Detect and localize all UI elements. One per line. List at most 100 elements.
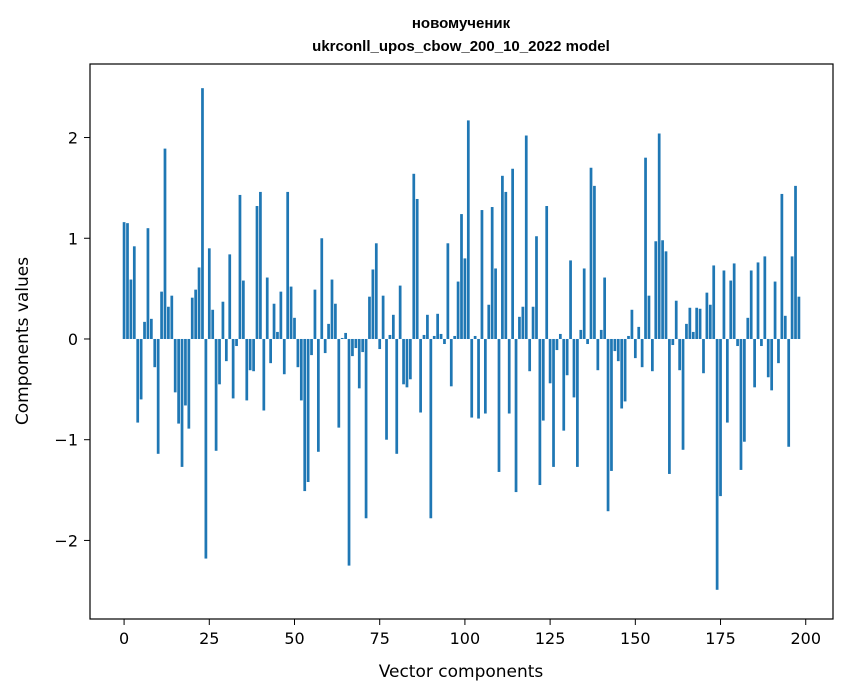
- bar-128: [558, 333, 562, 339]
- bar-141: [603, 277, 607, 339]
- bar-191: [773, 281, 777, 339]
- bar-29: [221, 301, 225, 339]
- bar-104: [477, 338, 480, 419]
- bar-37: [248, 338, 252, 371]
- chart-title-line2: ukrconll_upos_cbow_200_10_2022 model: [312, 38, 610, 55]
- bar-46: [279, 291, 283, 339]
- bar-95: [446, 243, 450, 339]
- bar-77: [385, 338, 388, 440]
- bar-176: [722, 270, 726, 339]
- bar-67: [351, 338, 354, 357]
- bar-137: [589, 167, 593, 339]
- bar-127: [555, 338, 559, 351]
- bar-53: [303, 338, 307, 492]
- x-tick-label: 25: [199, 629, 219, 648]
- bar-54: [306, 338, 310, 483]
- bar-139: [596, 338, 600, 371]
- x-tick-label: 150: [620, 629, 651, 648]
- bar-169: [698, 308, 702, 339]
- bar-41: [262, 338, 266, 411]
- bar-153: [644, 157, 647, 339]
- bar-49: [289, 286, 293, 339]
- bar-68: [354, 338, 358, 349]
- bar-178: [729, 280, 733, 339]
- chart-title-line1: новомученик: [412, 15, 511, 32]
- bar-146: [620, 338, 624, 409]
- bar-106: [483, 338, 487, 414]
- bar-161: [671, 338, 675, 346]
- bar-118: [524, 135, 528, 339]
- bar-168: [695, 307, 699, 339]
- bar-179: [732, 263, 736, 339]
- bar-96: [449, 338, 453, 387]
- bar-51: [296, 338, 300, 368]
- bar-115: [514, 338, 518, 493]
- bar-149: [630, 309, 634, 339]
- bar-195: [787, 338, 791, 447]
- bar-74: [374, 243, 378, 339]
- bar-84: [409, 338, 412, 380]
- bar-80: [395, 338, 399, 454]
- x-tick-label: 50: [284, 629, 304, 648]
- bar-16: [177, 338, 180, 424]
- bar-103: [473, 335, 477, 339]
- bar-56: [313, 289, 317, 339]
- bar-3: [132, 246, 136, 339]
- bar-122: [538, 338, 542, 486]
- bar-190: [770, 338, 774, 391]
- bar-22: [197, 267, 201, 339]
- bar-99: [460, 214, 463, 339]
- bar-132: [572, 338, 576, 398]
- bar-133: [576, 338, 579, 467]
- bar-110: [497, 338, 501, 472]
- bar-62: [334, 303, 337, 339]
- bar-185: [753, 338, 756, 388]
- bar-125: [548, 338, 552, 384]
- bar-39: [255, 206, 259, 339]
- bar-197: [794, 185, 797, 339]
- bar-187: [760, 338, 763, 347]
- bar-17: [180, 338, 184, 467]
- bar-172: [708, 304, 712, 339]
- bar-33: [235, 338, 238, 347]
- bars-group: [122, 88, 801, 590]
- bar-163: [678, 338, 681, 371]
- bar-174: [715, 338, 719, 590]
- bar-9: [153, 338, 157, 368]
- bar-117: [521, 306, 525, 339]
- bar-120: [531, 306, 535, 339]
- bar-21: [194, 289, 198, 339]
- bar-81: [398, 285, 402, 339]
- bar-42: [265, 277, 269, 339]
- bar-55: [310, 338, 313, 356]
- bar-101: [466, 120, 470, 339]
- bar-93: [439, 333, 443, 339]
- bar-151: [637, 326, 641, 339]
- bar-124: [545, 206, 549, 339]
- bar-180: [736, 338, 739, 347]
- y-axis-label: Components values: [13, 257, 33, 425]
- y-tick-label: −1: [54, 431, 78, 450]
- bar-105: [480, 210, 484, 339]
- bar-140: [599, 329, 603, 339]
- bar-28: [218, 338, 221, 385]
- bar-121: [535, 236, 538, 339]
- bar-135: [582, 268, 586, 339]
- y-tick-label: 2: [68, 129, 78, 148]
- x-tick-label: 200: [790, 629, 821, 648]
- bar-166: [688, 307, 692, 339]
- bar-183: [746, 317, 750, 339]
- bar-98: [456, 281, 460, 339]
- bar-164: [681, 338, 685, 450]
- bar-143: [610, 338, 613, 471]
- bar-130: [565, 338, 569, 376]
- x-tick-label: 125: [535, 629, 566, 648]
- bar-18: [184, 338, 187, 406]
- bar-152: [640, 338, 644, 368]
- bar-57: [316, 338, 320, 452]
- bar-170: [702, 338, 705, 374]
- bar-76: [381, 295, 385, 339]
- bar-192: [777, 338, 780, 364]
- bar-126: [552, 338, 555, 467]
- bar-82: [402, 338, 405, 385]
